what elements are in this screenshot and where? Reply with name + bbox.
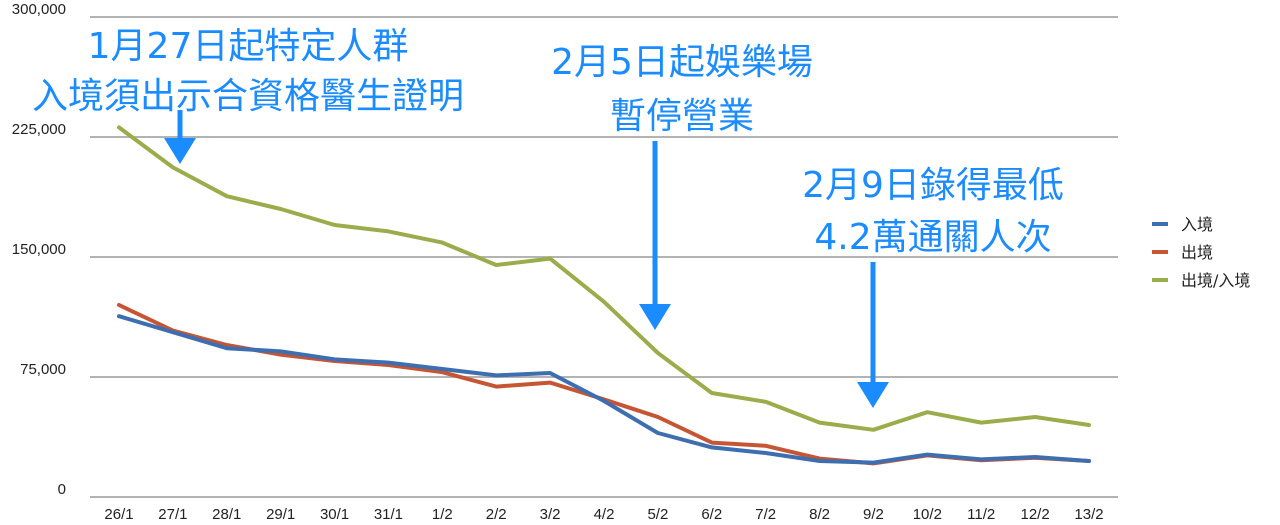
y-tick-label: 300,000 xyxy=(12,1,66,18)
x-tick-label: 31/1 xyxy=(374,506,403,523)
legend-label: 出境 xyxy=(1181,243,1213,262)
annotation-arrow-head xyxy=(639,304,671,330)
x-tick-label: 1/2 xyxy=(432,506,453,523)
legend-label: 入境 xyxy=(1181,215,1213,234)
x-tick-label: 28/1 xyxy=(212,506,241,523)
x-tick-label: 30/1 xyxy=(320,506,349,523)
x-tick-label: 26/1 xyxy=(104,506,133,523)
x-tick-label: 4/2 xyxy=(594,506,615,523)
annotation-text: 暫停營業 xyxy=(610,96,754,137)
series-line-0 xyxy=(117,314,1091,465)
x-tick-label: 10/2 xyxy=(913,506,942,523)
x-tick-label: 9/2 xyxy=(863,506,884,523)
y-tick-label: 150,000 xyxy=(12,241,66,258)
x-tick-label: 5/2 xyxy=(647,506,668,523)
y-tick-label: 0 xyxy=(58,481,66,498)
x-axis-ticks: 26/1 27/1 28/1 29/1 30/1 31/1 1/2 2/2 3/2 4/2 5/2 6… xyxy=(104,506,1103,523)
annotation-text: 入境須出示合資格醫生證明 xyxy=(32,76,464,117)
x-tick-label: 29/1 xyxy=(266,506,295,523)
grid-lines xyxy=(90,16,1118,498)
x-tick-label: 13/2 xyxy=(1074,506,1103,523)
annotation-text: 2月9日錄得最低 xyxy=(802,165,1064,206)
annotation-text: 2月5日起娛樂場 xyxy=(551,42,813,83)
annotation-text: 1月27日起特定人群 xyxy=(88,26,409,67)
annotation-text: 4.2萬通關人次 xyxy=(814,217,1051,258)
annotation-arrow-head xyxy=(857,382,889,408)
x-tick-label: 2/2 xyxy=(486,506,507,523)
x-tick-label: 11/2 xyxy=(967,506,995,523)
x-tick-label: 6/2 xyxy=(701,506,722,523)
x-tick-label: 12/2 xyxy=(1021,506,1050,523)
x-tick-label: 27/1 xyxy=(158,506,187,523)
series-line-1 xyxy=(117,303,1091,466)
annotation-arrow-head xyxy=(164,138,196,164)
x-tick-label: 8/2 xyxy=(809,506,830,523)
series-lines xyxy=(117,125,1091,466)
x-tick-label: 7/2 xyxy=(755,506,776,523)
series-line-2 xyxy=(117,125,1091,432)
x-tick-label: 3/2 xyxy=(540,506,561,523)
legend-label: 出境/入境 xyxy=(1181,271,1250,290)
y-tick-label: 75,000 xyxy=(20,361,66,378)
y-axis-ticks: 0 75,000 150,000 225,000 300,000 xyxy=(12,1,66,498)
y-tick-label: 225,000 xyxy=(12,121,66,138)
